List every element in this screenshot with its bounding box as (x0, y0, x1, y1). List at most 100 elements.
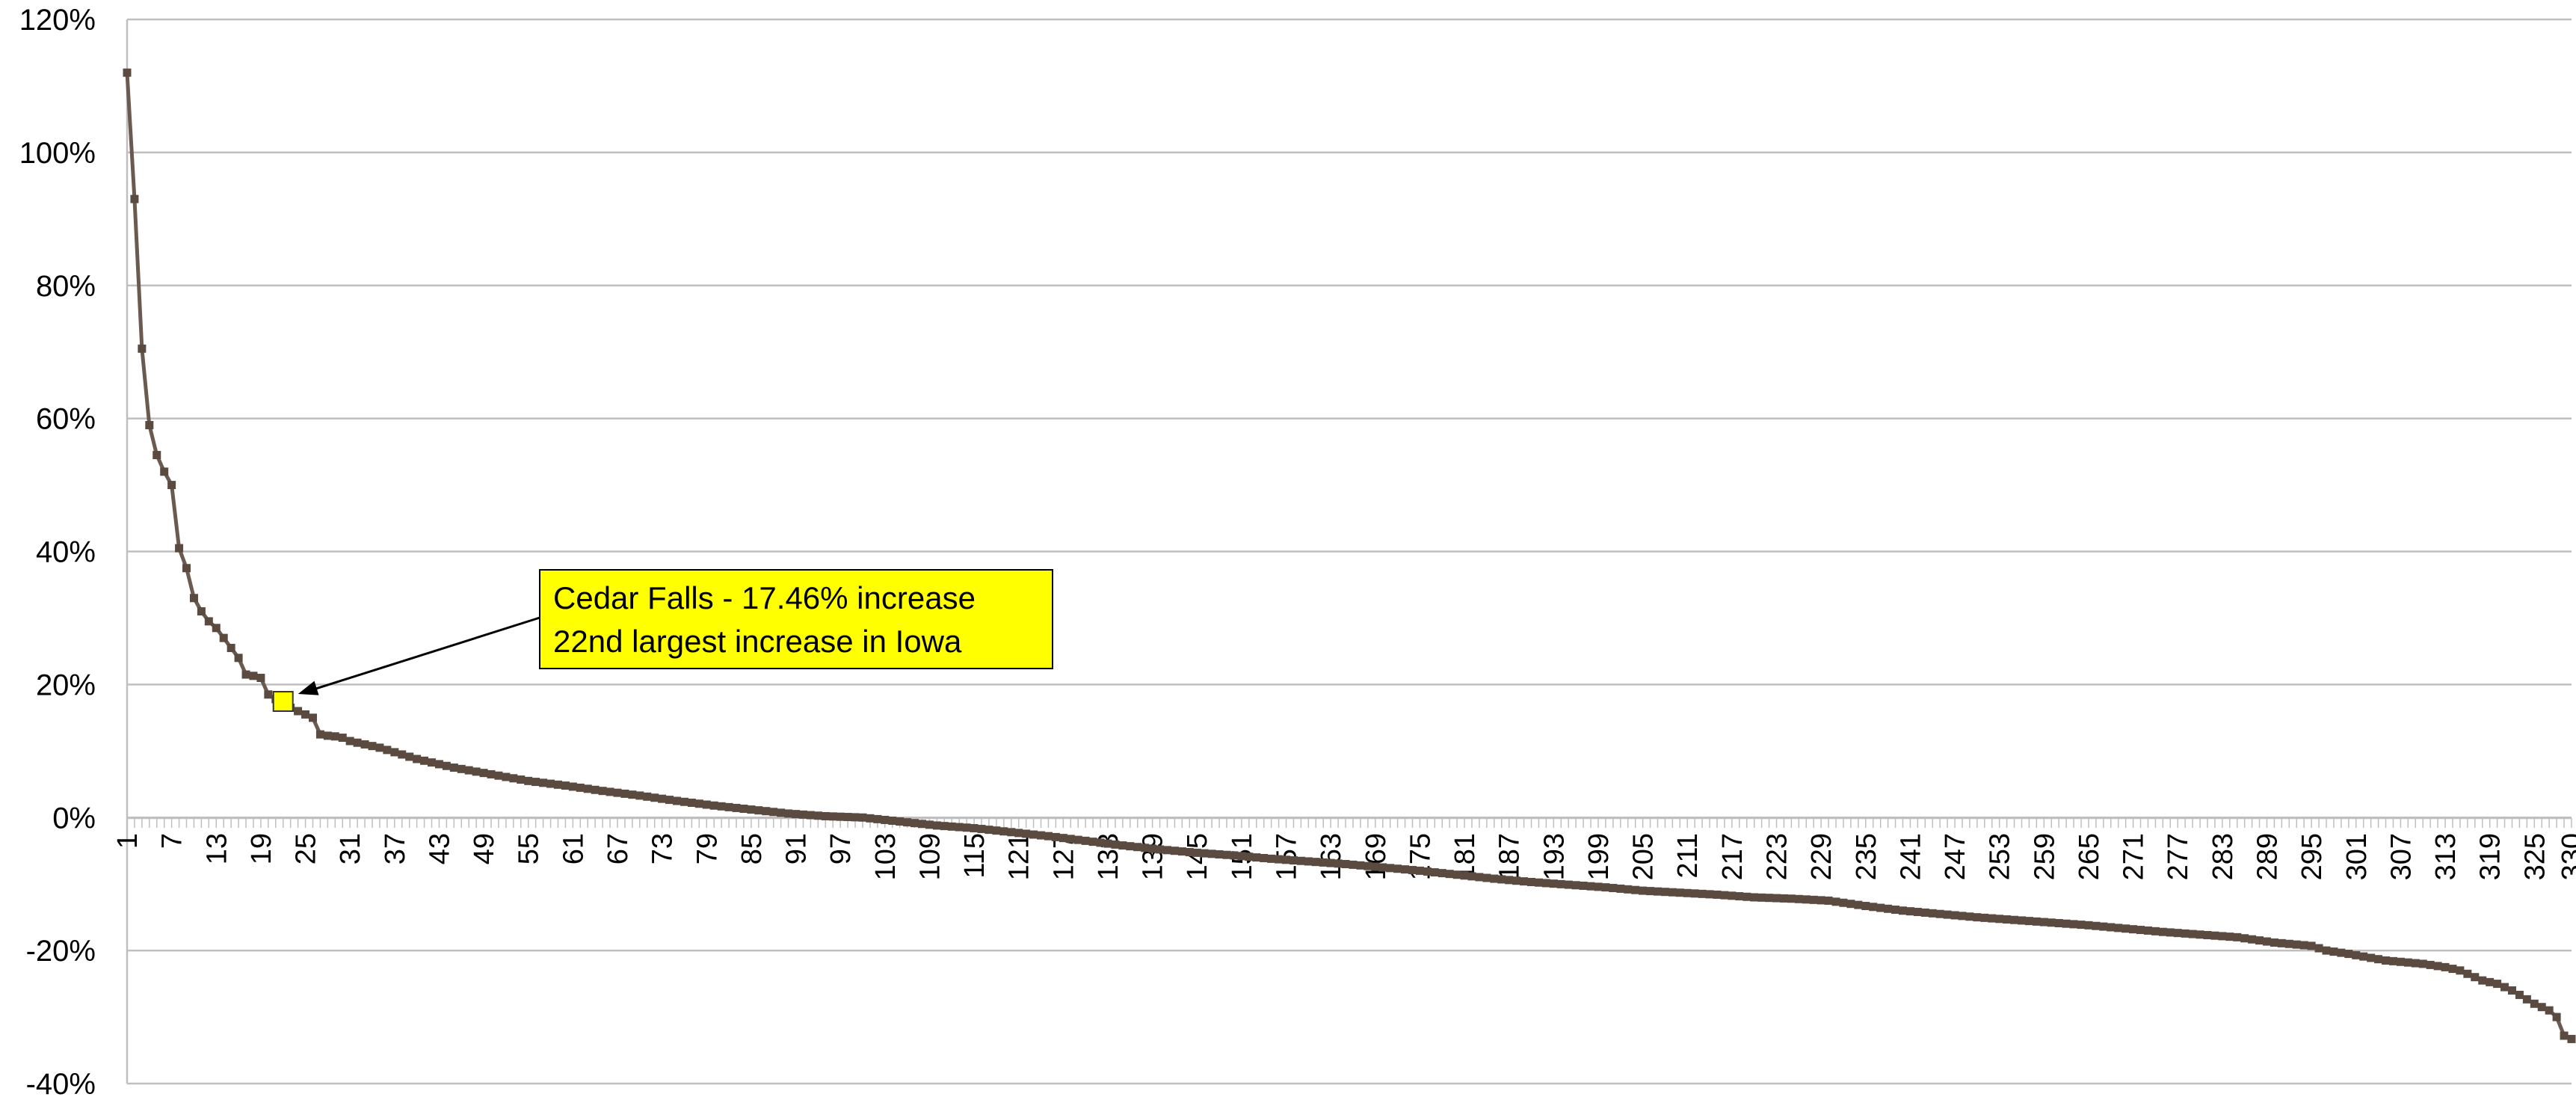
data-point-marker (1683, 888, 1692, 897)
x-tick-label: 313 (2430, 833, 2462, 880)
data-point-marker (2225, 933, 2234, 941)
data-point-marker (1326, 858, 1335, 867)
data-point-marker (2299, 941, 2308, 950)
data-point-marker (694, 799, 703, 808)
data-point-marker (338, 734, 347, 743)
x-tick-label: 265 (2074, 833, 2105, 880)
data-point-marker (2114, 924, 2123, 933)
data-point-marker (167, 481, 176, 490)
data-point-marker (628, 790, 637, 799)
data-point-marker (1430, 868, 1439, 877)
data-point-marker (390, 748, 399, 757)
data-point-marker (1705, 890, 1714, 899)
data-point-marker (970, 823, 979, 832)
data-point-marker (2003, 915, 2012, 924)
x-tick-label: 115 (959, 833, 990, 879)
data-point-marker (212, 624, 221, 633)
data-point-marker (1401, 865, 1410, 874)
y-tick-label: -40% (26, 1068, 96, 1101)
data-point-marker (1973, 913, 1982, 922)
data-point-marker (1653, 887, 1662, 896)
data-point-marker (383, 746, 392, 755)
data-point-marker (2121, 924, 2130, 933)
x-tick-label: 205 (1628, 833, 1660, 880)
data-point-marker (1289, 856, 1298, 865)
data-point-marker (2314, 944, 2323, 953)
data-point-marker (517, 775, 526, 784)
data-point-marker (2486, 977, 2495, 986)
data-point-marker (227, 643, 235, 652)
annotation-line-1: Cedar Falls - 17.46% increase (553, 580, 976, 615)
data-point-marker (1586, 882, 1595, 891)
x-tick-label: 73 (647, 833, 679, 864)
x-tick-label: 61 (558, 833, 589, 864)
data-point-marker (457, 764, 466, 773)
data-point-marker (836, 812, 845, 821)
data-point-marker (1207, 849, 1216, 858)
data-point-marker (1950, 911, 1959, 920)
data-point-marker (1044, 832, 1053, 841)
data-point-marker (434, 760, 443, 769)
data-point-marker (1920, 908, 1929, 917)
data-point-marker (539, 778, 548, 787)
data-point-marker (2069, 920, 2078, 929)
y-tick-label: -20% (26, 935, 96, 968)
data-point-marker (345, 737, 354, 746)
data-point-marker (2426, 960, 2435, 969)
data-point-marker (368, 742, 377, 751)
data-point-marker (1594, 882, 1603, 891)
data-point-marker (420, 756, 429, 765)
data-point-marker (398, 750, 407, 759)
data-point-marker (903, 818, 912, 827)
data-point-marker (2181, 929, 2190, 938)
data-point-marker (1556, 879, 1565, 888)
data-point-marker (1267, 854, 1276, 863)
data-point-marker (2552, 1013, 2561, 1021)
data-point-marker (487, 769, 496, 778)
data-point-marker (583, 784, 592, 793)
data-point-marker (1898, 906, 1907, 915)
annotation-arrowhead (298, 680, 319, 695)
y-tick-label: 120% (19, 4, 96, 37)
data-point-marker (1713, 890, 1722, 899)
x-tick-label: 241 (1895, 833, 1926, 880)
data-point-marker (999, 827, 1008, 836)
data-point-marker (821, 811, 830, 820)
data-point-marker (687, 799, 696, 808)
data-point-marker (308, 713, 317, 722)
data-point-marker (1728, 891, 1737, 900)
data-point-marker (896, 817, 905, 826)
data-point-marker (531, 778, 540, 787)
data-point-marker (888, 817, 897, 826)
data-point-marker (665, 796, 674, 805)
data-point-marker (2210, 931, 2219, 940)
annotation-line-2: 22nd largest increase in Iowa (553, 624, 962, 659)
data-point-marker (160, 467, 169, 476)
x-tick-label: 43 (424, 833, 455, 864)
data-point-marker (2166, 928, 2175, 937)
data-point-marker (702, 800, 711, 809)
data-point-marker (189, 594, 198, 603)
data-point-marker (2240, 934, 2249, 943)
data-point-marker (1066, 835, 1075, 844)
data-point-marker (2560, 1031, 2569, 1040)
data-point-marker (947, 822, 956, 831)
data-point-marker (917, 820, 926, 829)
data-point-marker (2196, 930, 2204, 939)
data-point-marker (643, 792, 652, 801)
data-point-marker (1014, 829, 1023, 838)
data-point-marker (881, 815, 890, 824)
x-tick-label: 330 (2557, 833, 2576, 880)
data-point-marker (330, 732, 339, 741)
x-tick-label: 31 (335, 833, 366, 864)
data-point-marker (1275, 855, 1284, 864)
data-point-marker (724, 802, 733, 811)
data-point-marker (1482, 873, 1491, 882)
x-tick-label: 163 (1316, 833, 1347, 880)
data-point-marker (1393, 864, 1402, 873)
data-point-marker (2367, 953, 2376, 962)
data-point-marker (1452, 870, 1461, 879)
data-point-marker (2448, 965, 2457, 974)
data-point-marker (2567, 1034, 2576, 1043)
x-tick-label: 121 (1004, 833, 1035, 880)
